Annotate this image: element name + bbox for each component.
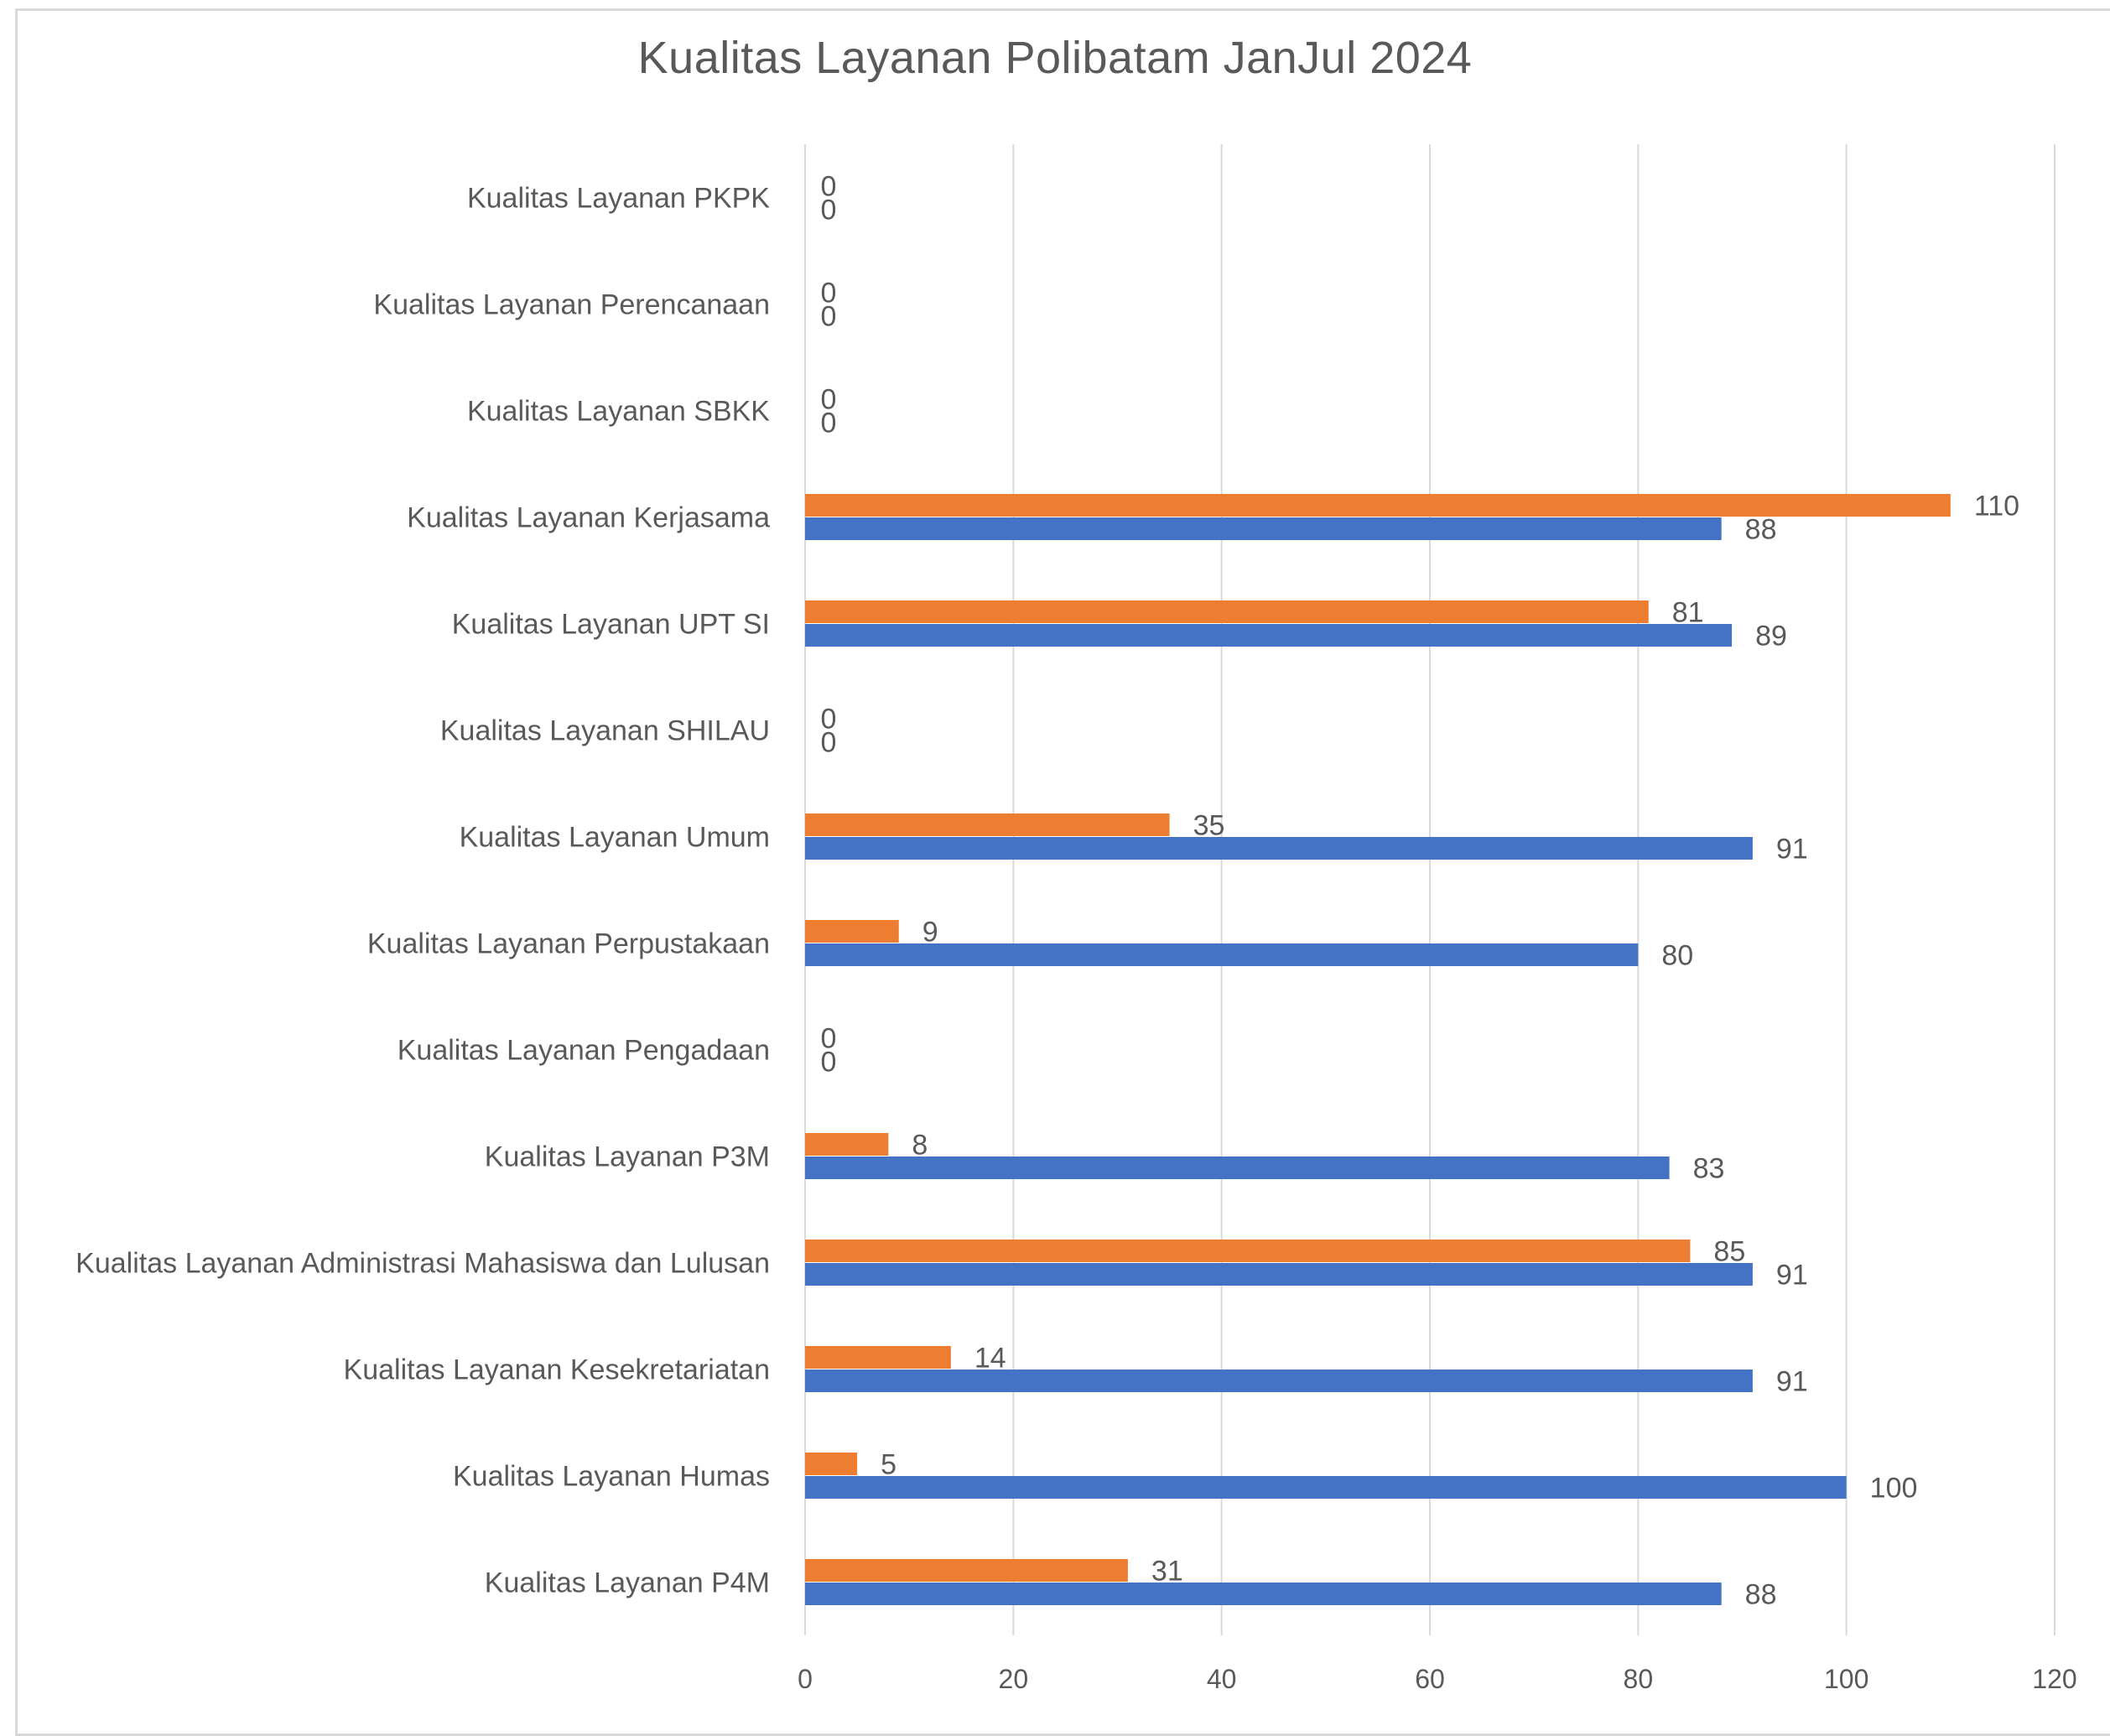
data-label-series1: 0 [821,704,837,735]
data-label-series1: 35 [1193,810,1225,842]
data-label-series0: 88 [1745,514,1777,546]
data-label-series1: 0 [821,171,837,203]
bar-series1 [805,1453,858,1475]
data-label-series0: 0 [821,408,837,439]
data-label-series0: 83 [1693,1153,1725,1185]
data-label-series0: 91 [1776,834,1808,865]
category-label: Kualitas Layanan P3M [485,1141,770,1173]
data-label-series1: 31 [1151,1556,1183,1588]
category-label: Kualitas Layanan Umum [460,822,770,854]
data-label-series1: 5 [881,1449,896,1481]
chart-title: Kualitas Layanan Polibatam JanJul 2024 [637,33,1473,83]
bar-series0 [805,1263,1753,1286]
category-label: Kualitas Layanan P4M [485,1567,770,1599]
bar-series0 [805,624,1733,647]
bar-series1 [805,1346,951,1369]
category-label: Kualitas Layanan SHILAU [440,715,770,747]
data-label-series1: 8 [912,1130,928,1162]
bars [805,494,1951,1605]
data-label-series1: 14 [974,1343,1006,1375]
data-label-series0: 80 [1661,940,1693,972]
data-label-series0: 0 [821,1047,837,1079]
gridlines [804,144,2055,1635]
data-label-series1: 0 [821,278,837,309]
bar-series0 [805,1156,1670,1179]
bar-series1 [805,1133,889,1156]
bar-series0 [805,517,1722,540]
bar-series1 [805,494,1951,517]
data-label-series1: 0 [821,1023,837,1055]
bar-series1 [805,1240,1691,1262]
bar-series1 [805,920,899,943]
data-label-series1: 110 [1974,491,2019,522]
x-tick-label-0: 0 [798,1664,813,1694]
bar-series1 [805,1559,1128,1582]
category-label: Kualitas Layanan Kerjasama [407,502,770,534]
data-label-series1: 0 [821,384,837,416]
x-tick-label-100: 100 [1824,1664,1868,1694]
x-tick-label-40: 40 [1207,1664,1237,1694]
data-label-series0: 91 [1776,1260,1808,1292]
x-tick-label-20: 20 [999,1664,1029,1694]
data-label-series1: 9 [922,917,938,949]
category-label: Kualitas Layanan Kesekretariatan [344,1354,770,1386]
category-label: Kualitas Layanan SBKK [467,396,770,428]
data-label-series0: 88 [1745,1579,1777,1611]
bar-series0 [805,837,1753,860]
bar-series0 [805,1583,1722,1605]
data-label-series1: 85 [1713,1236,1745,1268]
category-label: Kualitas Layanan Perpustakaan [367,928,770,960]
data-label-series0: 100 [1870,1473,1918,1505]
category-label: Kualitas Layanan Humas [453,1461,770,1493]
category-label: Kualitas Layanan UPT SI [452,609,770,641]
data-label-series0: 89 [1755,621,1787,652]
x-tick-label-60: 60 [1415,1664,1445,1694]
category-label: Kualitas Layanan Pengadaan [398,1035,770,1067]
category-label: Kualitas Layanan PKPK [467,183,770,215]
data-label-series0: 0 [821,195,837,226]
data-label-series0: 91 [1776,1366,1808,1398]
data-label-series0: 0 [821,727,837,759]
bar-series0 [805,1370,1753,1392]
category-label: Kualitas Layanan Perencanaan [373,289,770,321]
x-tick-label-120: 120 [2032,1664,2076,1694]
bar-series0 [805,1476,1847,1499]
bar-series0 [805,943,1639,966]
category-label: Kualitas Layanan Administrasi Mahasiswa … [75,1248,770,1280]
data-label-series0: 0 [821,301,837,333]
bar-series1 [805,813,1170,836]
data-label-series1: 81 [1672,597,1704,629]
bar-series1 [805,600,1649,623]
x-tick-label-80: 80 [1624,1664,1654,1694]
